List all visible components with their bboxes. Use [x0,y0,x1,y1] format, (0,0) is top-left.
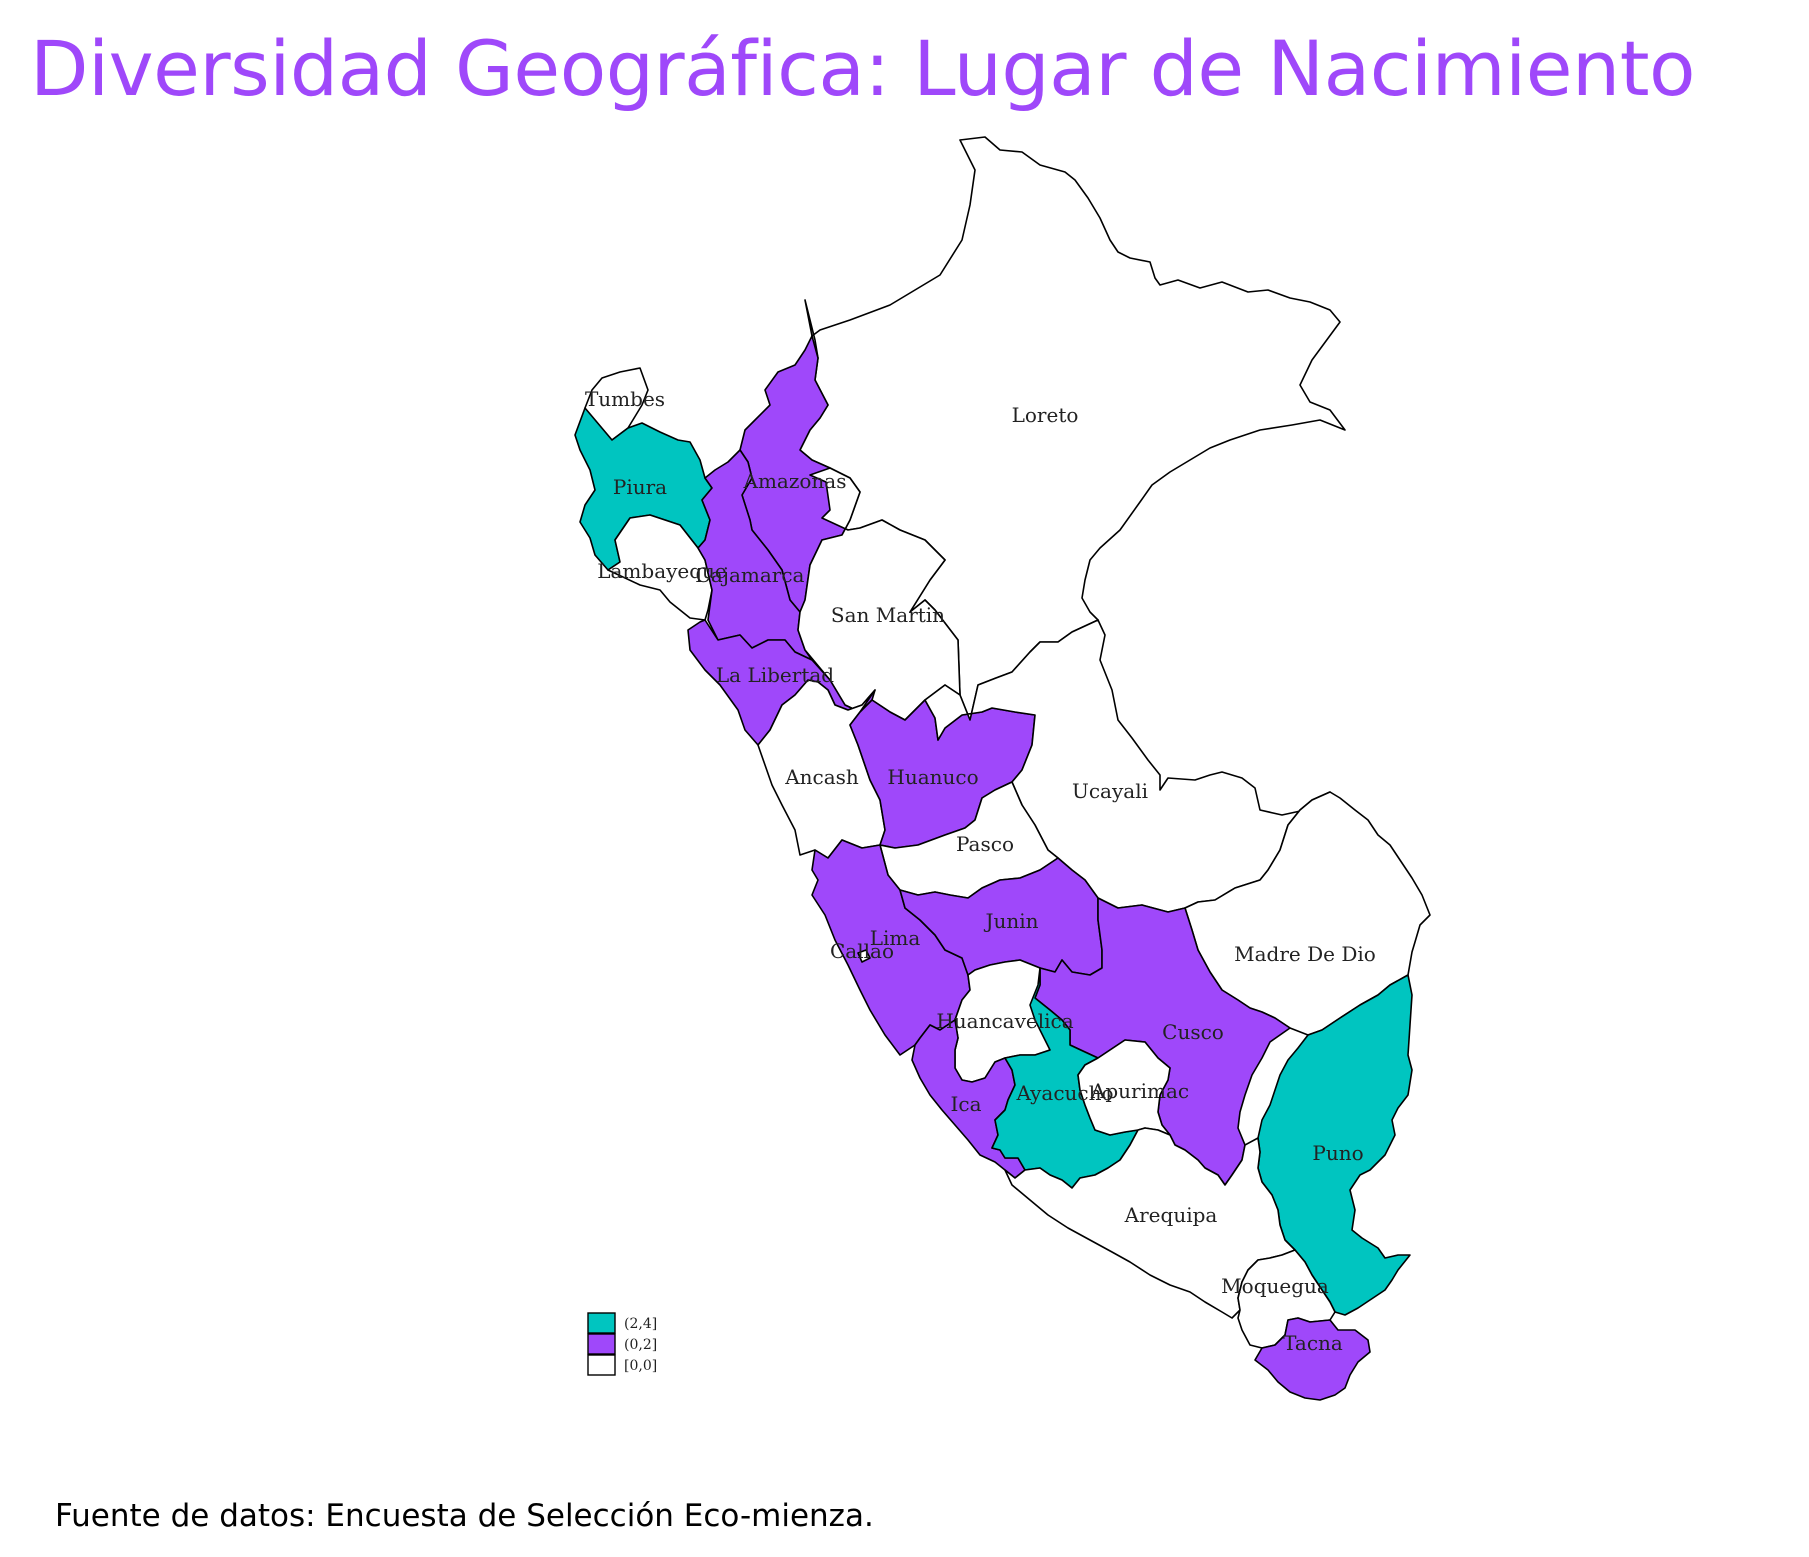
region-label-madre-de-dio: Madre De Dio [1234,942,1376,966]
region-label-cajamarca: Cajamarca [696,563,805,587]
region-label-junin: Junin [983,909,1038,933]
region-label-huanuco: Huanuco [887,765,978,789]
region-label-pasco: Pasco [956,832,1014,856]
legend-swatch-none [587,1354,616,1376]
region-label-ucayali: Ucayali [1072,779,1148,803]
region-label-tacna: Tacna [1283,1331,1343,1355]
legend-swatch-high [587,1312,616,1334]
legend-label-none: [0,0] [624,1358,657,1374]
region-label-lambayeque: Lambayeque [597,559,727,583]
region-label-cusco: Cusco [1162,1020,1224,1044]
region-label-la-libertad: La Libertad [716,663,834,687]
region-label-san-martin: San Martin [831,603,945,627]
region-label-huancavelica: Huancavelica [936,1009,1073,1033]
region-label-lima: Lima [870,926,921,950]
region-arequipa [1004,1127,1296,1319]
region-label-ancash: Ancash [784,765,859,789]
legend-label-high: (2,4] [624,1316,657,1332]
region-label-puno: Puno [1312,1141,1363,1165]
page-title: Diversidad Geográfica: Lugar de Nacimien… [30,24,1696,113]
region-label-piura: Piura [613,475,667,499]
legend-label-mid: (0,2] [624,1337,657,1353]
legend-swatch-mid [587,1333,616,1355]
region-label-callao: Callao [830,939,894,963]
region-label-ica: Ica [950,1092,981,1116]
region-label-moquegua: Moquegua [1221,1274,1329,1298]
region-label-loreto: Loreto [1012,403,1079,427]
legend: (2,4] (0,2] [0,0] [587,1312,657,1376]
region-label-apurimac: Apurimac [1090,1079,1189,1103]
region-callao [857,949,871,963]
region-label-arequipa: Arequipa [1124,1203,1218,1227]
region-label-amazonas: Amazonas [743,469,847,493]
region-label-tumbes: Tumbes [585,387,665,411]
region-tacna [1254,1317,1371,1401]
source-note: Fuente de datos: Encuesta de Selección E… [55,1498,874,1534]
region-label-ayacucho: Ayacucho [1015,1081,1113,1105]
